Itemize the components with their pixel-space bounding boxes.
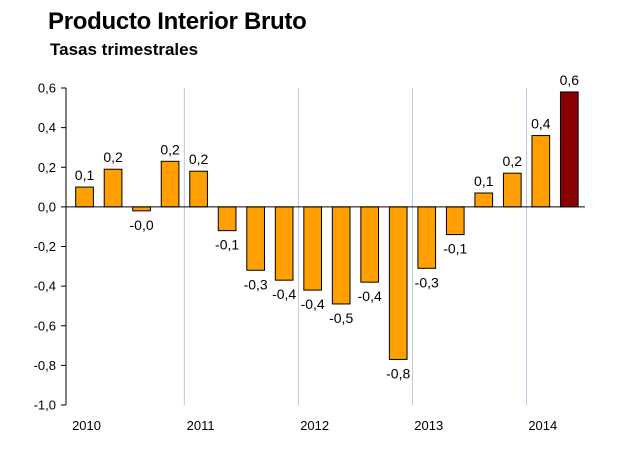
bar xyxy=(217,206,237,232)
bar xyxy=(132,206,151,212)
y-tick-label: -0,4 xyxy=(34,279,56,294)
data-label: 0,2 xyxy=(103,149,123,165)
data-label: -0,4 xyxy=(358,288,382,304)
bar xyxy=(103,168,123,208)
bar xyxy=(559,91,579,208)
data-label: 0,1 xyxy=(474,173,494,189)
bar xyxy=(331,206,351,305)
axes xyxy=(61,87,585,406)
y-tick-label: -0,2 xyxy=(34,239,56,254)
y-tick-label: 0,6 xyxy=(38,81,56,96)
data-label: -0,1 xyxy=(443,241,467,257)
chart-title: Producto Interior Bruto xyxy=(48,8,307,35)
data-label: -0,3 xyxy=(244,276,268,292)
bar xyxy=(246,206,265,271)
data-label: 0,2 xyxy=(503,153,523,169)
bar xyxy=(189,170,208,208)
x-year-label: 2010 xyxy=(72,418,101,433)
y-tick-label: 0,0 xyxy=(38,199,56,214)
data-label: -0,0 xyxy=(130,217,154,233)
bar xyxy=(388,206,408,360)
data-label: 0,4 xyxy=(531,116,551,132)
data-label: -0,1 xyxy=(215,237,239,253)
data-label: -0,4 xyxy=(301,296,325,312)
data-label: -0,8 xyxy=(386,365,410,381)
y-tick-label: 0,4 xyxy=(38,120,56,135)
chart-subtitle: Tasas trimestrales xyxy=(50,40,199,59)
bar xyxy=(160,160,180,208)
x-year-label: 2011 xyxy=(187,418,215,433)
y-tick-label: -0,8 xyxy=(34,358,56,373)
y-tick-label: -1,0 xyxy=(34,398,56,413)
bars xyxy=(75,91,579,360)
labels: -1,0 -0,8 -0,6 -0,4 -0,2 0,0 0,2 0,4 0,6 2010 2011… xyxy=(34,72,580,433)
data-label: -0,4 xyxy=(272,286,296,302)
x-year-label: 2014 xyxy=(528,418,557,433)
data-label: -0,3 xyxy=(415,274,439,290)
data-label: 0,6 xyxy=(560,72,580,88)
bar xyxy=(445,206,465,236)
x-year-label: 2013 xyxy=(414,418,443,433)
x-year-label: 2012 xyxy=(300,418,329,433)
data-label: 0,2 xyxy=(189,151,209,167)
bar xyxy=(502,172,522,208)
bar xyxy=(303,206,323,291)
y-tick-label: -0,6 xyxy=(34,318,56,333)
bar xyxy=(417,206,437,269)
bar xyxy=(531,135,551,208)
bar xyxy=(474,192,494,208)
data-label: -0,5 xyxy=(329,310,353,326)
data-label: 0,2 xyxy=(160,141,180,157)
bar xyxy=(360,206,380,283)
gridlines xyxy=(183,88,528,405)
data-label: 0,1 xyxy=(75,167,95,183)
bar xyxy=(75,186,94,208)
y-tick-label: 0,2 xyxy=(38,160,56,175)
bar xyxy=(274,206,294,281)
